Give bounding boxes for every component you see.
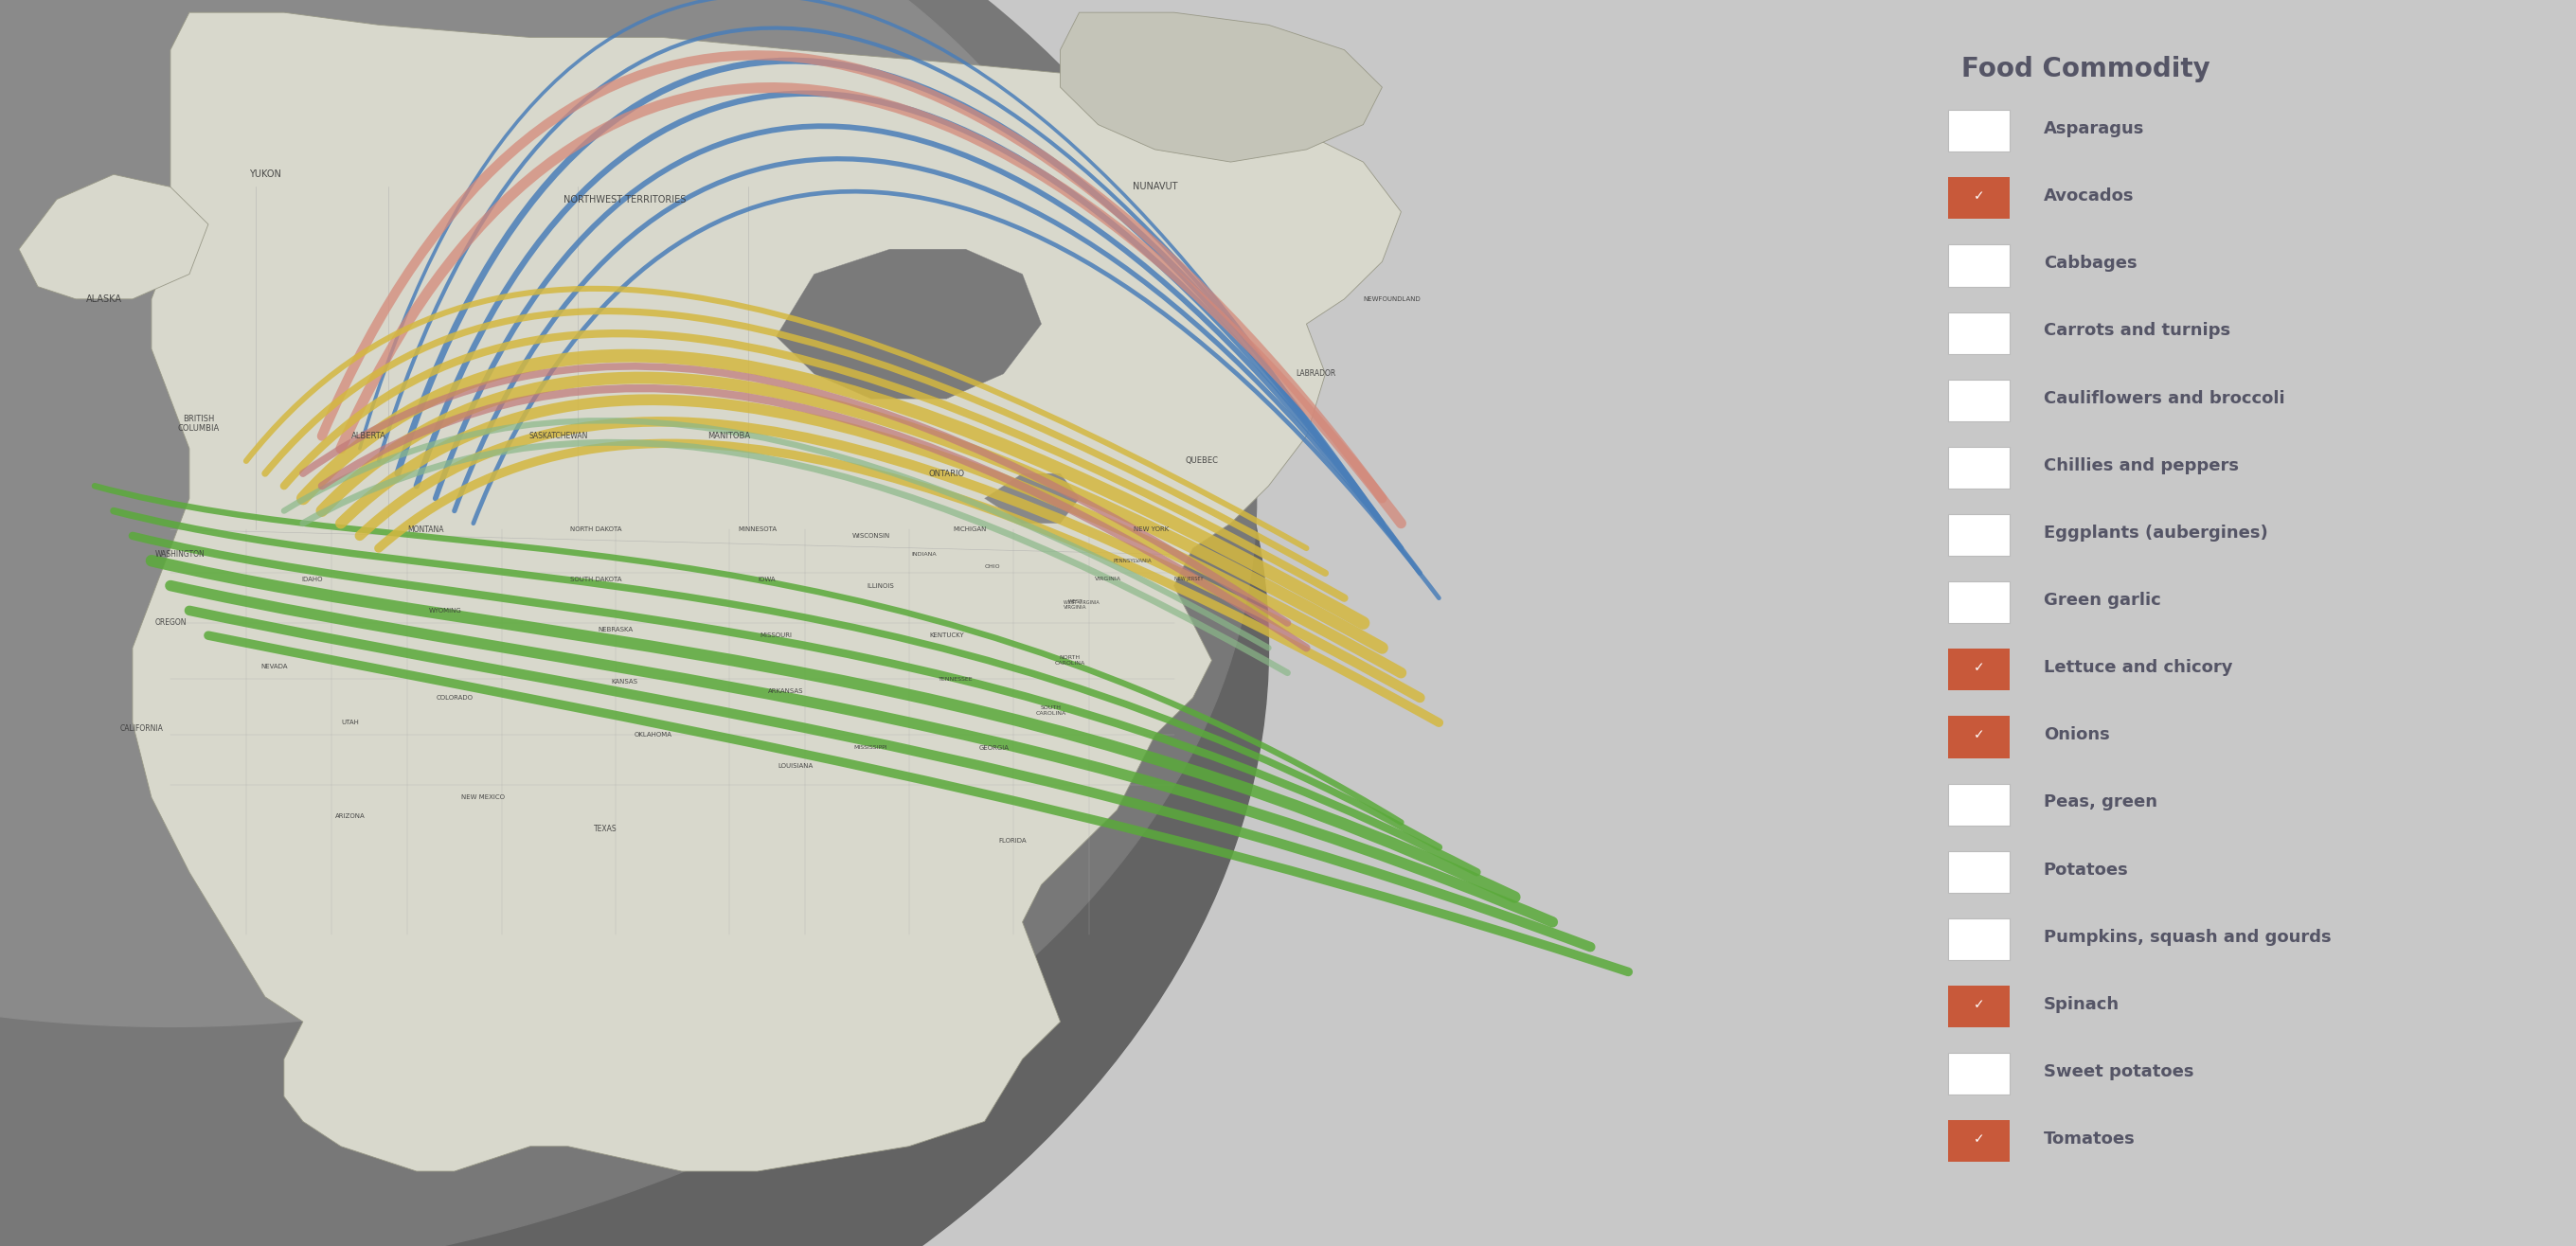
Text: MISSOURI: MISSOURI — [760, 633, 793, 638]
Text: ONTARIO: ONTARIO — [927, 470, 966, 477]
Text: NEVADA: NEVADA — [260, 664, 289, 669]
Text: Asparagus: Asparagus — [2043, 120, 2143, 137]
Text: GEORGIA: GEORGIA — [979, 745, 1010, 750]
Text: BRITISH
COLUMBIA: BRITISH COLUMBIA — [178, 415, 219, 432]
Text: ILLINOIS: ILLINOIS — [866, 583, 894, 588]
Text: VIRGINIA: VIRGINIA — [1095, 577, 1121, 582]
Text: MONTANA: MONTANA — [407, 526, 443, 533]
Text: UTAH: UTAH — [343, 720, 358, 725]
Text: IOWA: IOWA — [757, 577, 775, 582]
Text: NEWFOUNDLAND: NEWFOUNDLAND — [1363, 297, 1419, 302]
Text: QUEBEC: QUEBEC — [1185, 457, 1218, 465]
Circle shape — [0, 0, 1267, 1246]
Circle shape — [0, 0, 1126, 1027]
Text: LABRADOR: LABRADOR — [1296, 370, 1337, 378]
Text: NORTH
CAROLINA: NORTH CAROLINA — [1054, 655, 1084, 665]
Text: ✓: ✓ — [1973, 189, 1984, 203]
FancyBboxPatch shape — [1947, 312, 2009, 354]
Text: TENNESSEE: TENNESSEE — [938, 677, 974, 682]
Text: NEW YORK: NEW YORK — [1133, 527, 1170, 532]
Text: SOUTH DAKOTA: SOUTH DAKOTA — [572, 577, 623, 582]
FancyBboxPatch shape — [1947, 784, 2009, 825]
Text: MISSISSIPPI: MISSISSIPPI — [855, 745, 889, 750]
Text: NEW JERSEY: NEW JERSEY — [1175, 577, 1203, 582]
Text: FLORIDA: FLORIDA — [999, 839, 1028, 844]
FancyBboxPatch shape — [1947, 716, 2009, 758]
Text: ARKANSAS: ARKANSAS — [768, 689, 804, 694]
FancyBboxPatch shape — [1947, 515, 2009, 556]
Text: SASKATCHEWAN: SASKATCHEWAN — [528, 432, 587, 440]
Circle shape — [0, 0, 1257, 1246]
Text: IDAHO: IDAHO — [301, 577, 322, 582]
Text: MINNESOTA: MINNESOTA — [737, 527, 778, 532]
Text: Avocados: Avocados — [2043, 188, 2133, 204]
Text: Pumpkins, squash and gourds: Pumpkins, squash and gourds — [2043, 928, 2331, 946]
Text: ✓: ✓ — [1973, 998, 1984, 1011]
Text: Lettuce and chicory: Lettuce and chicory — [2043, 659, 2233, 677]
FancyBboxPatch shape — [1947, 918, 2009, 961]
FancyBboxPatch shape — [1947, 447, 2009, 488]
Text: NEBRASKA: NEBRASKA — [598, 627, 634, 632]
Text: OHIO: OHIO — [984, 564, 999, 569]
Text: ✓: ✓ — [1973, 1133, 1984, 1146]
Text: WEST VIRGINIA: WEST VIRGINIA — [1064, 601, 1100, 606]
Polygon shape — [131, 12, 1401, 1171]
Polygon shape — [1061, 12, 1383, 162]
Text: NUNAVUT: NUNAVUT — [1133, 182, 1177, 192]
Text: Spinach: Spinach — [2043, 996, 2120, 1013]
Text: Sweet potatoes: Sweet potatoes — [2043, 1063, 2195, 1080]
Text: ✓: ✓ — [1973, 729, 1984, 741]
Text: PENNSYLVANIA: PENNSYLVANIA — [1113, 558, 1151, 563]
Text: ✓: ✓ — [1973, 662, 1984, 674]
Text: CALIFORNIA: CALIFORNIA — [121, 725, 165, 733]
FancyBboxPatch shape — [1947, 582, 2009, 623]
Text: WISCONSIN: WISCONSIN — [853, 533, 889, 538]
Text: WYOMING: WYOMING — [428, 608, 461, 613]
Text: Cabbages: Cabbages — [2043, 255, 2138, 272]
Text: Peas, green: Peas, green — [2043, 794, 2156, 811]
FancyBboxPatch shape — [1947, 1120, 2009, 1163]
Text: LOUISIANA: LOUISIANA — [778, 764, 814, 769]
Text: Onions: Onions — [2043, 726, 2110, 744]
Polygon shape — [775, 249, 1041, 399]
FancyBboxPatch shape — [1947, 986, 2009, 1028]
Text: MANITOBA: MANITOBA — [708, 432, 750, 440]
FancyBboxPatch shape — [1947, 379, 2009, 421]
FancyBboxPatch shape — [1947, 177, 2009, 219]
Text: NEW MEXICO: NEW MEXICO — [461, 795, 505, 800]
FancyBboxPatch shape — [1947, 1053, 2009, 1095]
FancyBboxPatch shape — [1947, 244, 2009, 287]
Text: KENTUCKY: KENTUCKY — [930, 633, 963, 638]
Text: ALASKA: ALASKA — [85, 294, 121, 304]
Text: Chillies and peppers: Chillies and peppers — [2043, 457, 2239, 473]
Text: KANSAS: KANSAS — [611, 679, 639, 684]
Polygon shape — [984, 473, 1079, 523]
Text: SOUTH
CAROLINA: SOUTH CAROLINA — [1036, 705, 1066, 715]
Text: WASHINGTON: WASHINGTON — [155, 551, 206, 558]
Text: OREGON: OREGON — [155, 619, 185, 627]
Text: YUKON: YUKON — [250, 169, 281, 179]
Text: Tomatoes: Tomatoes — [2043, 1130, 2136, 1148]
Text: Cauliflowers and broccoli: Cauliflowers and broccoli — [2043, 390, 2285, 406]
Text: MICHIGAN: MICHIGAN — [953, 527, 987, 532]
Text: COLORADO: COLORADO — [435, 695, 474, 700]
Text: OKLAHOMA: OKLAHOMA — [634, 733, 672, 738]
Text: Potatoes: Potatoes — [2043, 861, 2128, 878]
FancyBboxPatch shape — [1947, 110, 2009, 152]
Text: ALBERTA: ALBERTA — [353, 432, 386, 440]
Text: NORTHWEST TERRITORIES: NORTHWEST TERRITORIES — [564, 194, 685, 204]
Text: Green garlic: Green garlic — [2043, 592, 2161, 609]
Polygon shape — [18, 174, 209, 299]
Text: Carrots and turnips: Carrots and turnips — [2043, 323, 2231, 339]
Text: TEXAS: TEXAS — [595, 825, 618, 832]
Text: WEST
VIRGINIA: WEST VIRGINIA — [1064, 599, 1087, 609]
Text: Eggplants (aubergines): Eggplants (aubergines) — [2043, 525, 2267, 542]
FancyBboxPatch shape — [1947, 649, 2009, 690]
Text: NORTH DAKOTA: NORTH DAKOTA — [572, 527, 623, 532]
FancyBboxPatch shape — [1947, 851, 2009, 892]
Text: Food Commodity: Food Commodity — [1963, 56, 2210, 82]
Text: ARIZONA: ARIZONA — [335, 814, 366, 819]
Text: INDIANA: INDIANA — [912, 552, 938, 557]
